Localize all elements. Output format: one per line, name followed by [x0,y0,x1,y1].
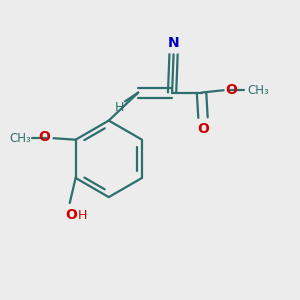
Text: O: O [65,208,77,222]
Text: O: O [197,122,209,136]
Text: O: O [38,130,50,144]
Text: H: H [115,101,124,114]
Text: CH₃: CH₃ [248,84,269,97]
Text: N: N [168,36,179,50]
Text: CH₃: CH₃ [9,132,31,145]
Text: O: O [225,82,237,97]
Text: H: H [78,209,87,222]
